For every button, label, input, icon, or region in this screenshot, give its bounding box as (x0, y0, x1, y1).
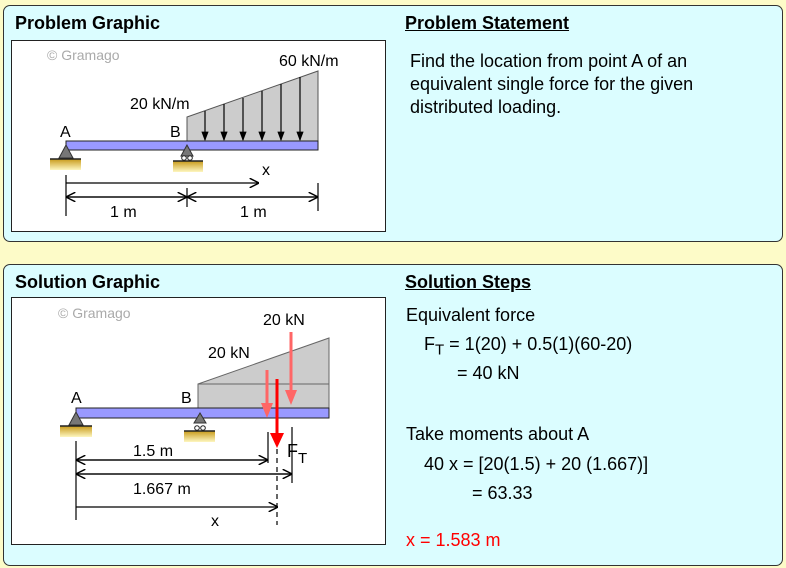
ft-label: FT (287, 441, 307, 467)
watermark: © Gramago (58, 305, 131, 321)
watermark: © Gramago (47, 47, 120, 63)
step-moments: Take moments about A (406, 424, 590, 444)
step-force-equation: FT = 1(20) + 0.5(1)(60-20) (424, 333, 632, 362)
pin-support-a (60, 410, 92, 437)
label-b: B (181, 390, 192, 407)
force1-arrow (261, 370, 273, 418)
force-expression: = 1(20) + 0.5(1)(60-20) (444, 334, 633, 354)
dimension-lines (75, 427, 293, 525)
roller-support-b (173, 143, 203, 172)
x-label: x (262, 162, 270, 179)
step-force-result: = 40 kN (457, 363, 520, 383)
label-b: B (170, 124, 181, 141)
ft-symbol: F (424, 334, 435, 354)
step-moment-equation: 40 x = [20(1.5) + 20 (1.667)] (424, 454, 649, 474)
force1-label: 20 kN (208, 345, 250, 362)
x-label: x (211, 513, 219, 530)
resultant-force-arrow (270, 379, 284, 448)
roller-support-b (184, 412, 215, 442)
distributed-load (186, 70, 319, 142)
load-arrows (201, 77, 304, 142)
step-equivalent-force: Equivalent force (406, 305, 536, 325)
dimension-lines (65, 175, 319, 216)
load-right-label: 60 kN/m (279, 53, 339, 70)
pin-support-a (50, 143, 81, 170)
label-a: A (71, 390, 82, 407)
problem-diagram: © Gramago A B 20 kN/m 60 kN/m x 1 m 1 m (47, 47, 339, 221)
beam (65, 140, 319, 151)
solution-diagram: © Gramago A B 20 kN 20 kN FT 1.5 m 1.667… (58, 305, 330, 530)
solution-graphic-title: Solution Graphic (15, 272, 161, 292)
problem-statement-title: Problem Statement (405, 13, 570, 33)
dim-label-1: 1 m (110, 204, 137, 221)
ft-subscript: T (298, 450, 307, 467)
ft-subscript: T (435, 341, 445, 359)
label-a: A (60, 124, 71, 141)
dim-label-1-5: 1.5 m (133, 443, 173, 460)
solution-steps-title: Solution Steps (405, 272, 531, 292)
load-left-label: 20 kN/m (130, 96, 190, 113)
force2-label: 20 kN (263, 312, 305, 329)
step-moment-result: = 63.33 (472, 483, 533, 503)
force2-arrow (285, 332, 297, 405)
problem-graphic-title: Problem Graphic (15, 13, 161, 33)
dim-label-1-667: 1.667 m (133, 481, 191, 498)
answer: x = 1.583 m (406, 530, 501, 550)
problem-statement: Find the location from point A of an equ… (410, 51, 694, 117)
dim-label-2: 1 m (240, 204, 267, 221)
